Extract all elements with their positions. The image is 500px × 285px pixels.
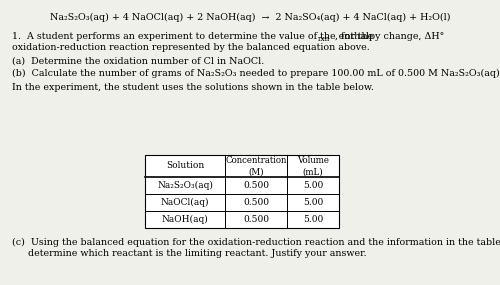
Text: oxidation-reduction reaction represented by the balanced equation above.: oxidation-reduction reaction represented… bbox=[12, 43, 370, 52]
Text: 5.00: 5.00 bbox=[303, 215, 323, 224]
Text: 0.500: 0.500 bbox=[243, 215, 269, 224]
Text: 5.00: 5.00 bbox=[303, 181, 323, 190]
Text: 0.500: 0.500 bbox=[243, 198, 269, 207]
Text: 1.  A student performs an experiment to determine the value of the enthalpy chan: 1. A student performs an experiment to d… bbox=[12, 32, 444, 41]
Text: 0.500: 0.500 bbox=[243, 181, 269, 190]
Text: Na₂S₂O₃(aq) + 4 NaOCl(aq) + 2 NaOH(aq)  →  2 Na₂SO₄(aq) + 4 NaCl(aq) + H₂O(l): Na₂S₂O₃(aq) + 4 NaOCl(aq) + 2 NaOH(aq) →… bbox=[50, 13, 450, 22]
Text: Na₂S₂O₃(aq): Na₂S₂O₃(aq) bbox=[157, 181, 213, 190]
Text: (a)  Determine the oxidation number of Cl in NaOCl.: (a) Determine the oxidation number of Cl… bbox=[12, 57, 264, 66]
Text: 5.00: 5.00 bbox=[303, 198, 323, 207]
Text: Volume
(mL): Volume (mL) bbox=[297, 156, 329, 176]
Text: NaOCl(aq): NaOCl(aq) bbox=[161, 198, 209, 207]
Text: Concentration
(M): Concentration (M) bbox=[226, 156, 286, 176]
Text: In the experiment, the student uses the solutions shown in the table below.: In the experiment, the student uses the … bbox=[12, 83, 374, 92]
Text: determine which reactant is the limiting reactant. Justify your answer.: determine which reactant is the limiting… bbox=[28, 249, 366, 258]
Text: NaOH(aq): NaOH(aq) bbox=[162, 215, 208, 224]
Text: Solution: Solution bbox=[166, 162, 204, 170]
Text: rxn: rxn bbox=[318, 35, 330, 43]
Text: (c)  Using the balanced equation for the oxidation-reduction reaction and the in: (c) Using the balanced equation for the … bbox=[12, 238, 500, 247]
Text: , for the: , for the bbox=[332, 32, 373, 41]
Bar bbox=[145, 155, 339, 228]
Text: (b)  Calculate the number of grams of Na₂S₂O₃ needed to prepare 100.00 mL of 0.5: (b) Calculate the number of grams of Na₂… bbox=[12, 69, 500, 78]
